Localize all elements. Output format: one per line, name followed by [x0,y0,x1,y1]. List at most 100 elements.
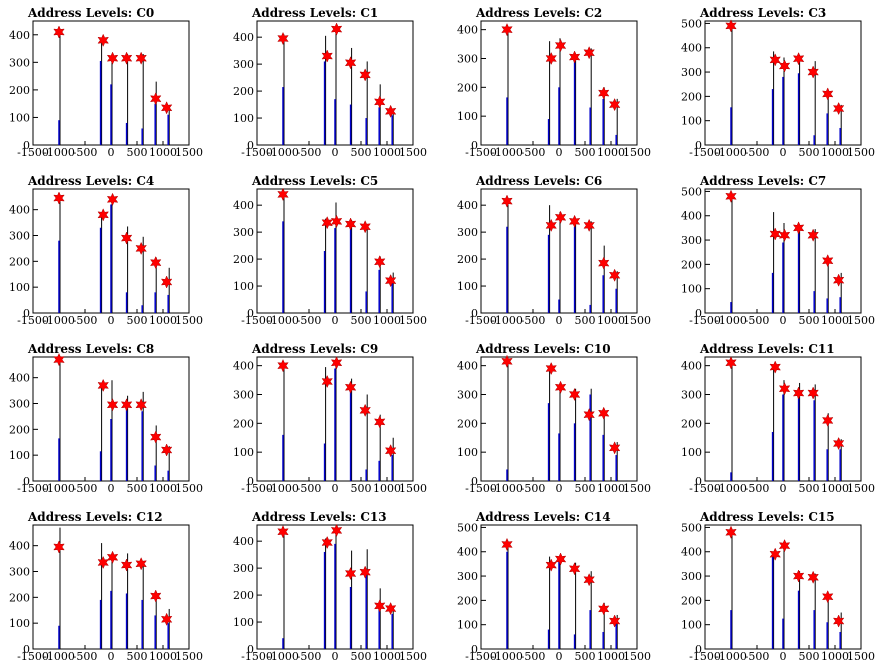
y-tick-label: 300 [457,52,478,65]
peak-marker [583,573,595,587]
peak-marker [344,566,357,581]
peak-marker [554,380,567,394]
peak-marker [583,46,595,60]
panel-title: Address Levels: C4 [28,174,155,188]
peak-marker [778,382,791,396]
peak-marker [778,228,791,242]
peak-marker [807,570,819,584]
x-tick-label: -1000 [267,314,299,327]
panel-c0: Address Levels: C0 0 100 200 300 400 -1500 -100… [0,0,224,168]
peak-marker [344,380,357,394]
x-tick-label: -1000 [715,314,747,327]
x-tick-label: -500 [73,314,98,327]
y-tick-label: 300 [9,56,30,69]
peak-marker [608,98,621,112]
y-tick-label: 300 [233,226,254,239]
y-tick-label: 400 [681,546,702,559]
peak-marker [120,51,133,65]
peak-marker [359,565,371,579]
y-tick-label: 400 [233,31,254,44]
x-tick-label: -500 [521,146,546,159]
panel-c4: Address Levels: C4 0 100 200 300 400 -1500 -100… [0,168,224,336]
x-tick-label: 1000 [373,482,401,495]
peak-marker [583,408,595,422]
y-tick-label: 100 [9,281,30,294]
x-tick-label: 0 [108,146,115,159]
panel-title: Address Levels: C3 [700,6,827,20]
peak-marker [597,86,610,100]
peak-marker [384,444,397,458]
x-tick-label: -1000 [43,650,75,663]
y-tick-label: 400 [9,29,30,42]
x-tick-label: 0 [556,146,563,159]
peak-marker [568,387,581,402]
x-tick-label: 1500 [399,650,427,663]
peak-marker [106,550,119,564]
y-tick-label: 200 [457,594,478,607]
x-tick-label: 500 [351,650,372,663]
x-tick-label: 1500 [623,146,651,159]
y-tick-label: 400 [233,199,254,212]
panel-c13: Address Levels: C13 0 100 200 300 400 -1500 -10… [224,504,448,672]
peak-marker [344,217,357,231]
peak-marker [160,101,173,115]
x-tick-label: 1000 [373,650,401,663]
y-tick-label: 100 [9,449,30,462]
peak-marker [821,254,834,268]
x-tick-label: 1000 [821,482,849,495]
peak-marker [608,614,621,628]
x-tick-label: 0 [780,314,787,327]
peak-marker [725,19,737,33]
peak-marker [149,430,162,444]
x-tick-label: -1000 [491,650,523,663]
peak-marker [821,590,834,604]
panel-title: Address Levels: C0 [28,6,155,20]
panel-title: Address Levels: C5 [252,174,379,188]
peak-marker [344,56,357,70]
x-tick-label: 1500 [399,314,427,327]
x-tick-label: -1500 [241,482,273,495]
x-tick-label: 1500 [399,482,427,495]
x-tick-label: -1500 [465,650,497,663]
peak-marker [160,443,173,457]
peak-marker [792,386,805,400]
panel-title: Address Levels: C9 [252,342,379,356]
y-tick-label: 500 [681,185,702,198]
y-tick-label: 0 [695,475,702,488]
y-tick-label: 100 [233,280,254,293]
peak-marker [821,413,834,428]
peak-marker [277,31,289,46]
x-tick-label: 1000 [597,482,625,495]
peak-marker [769,360,781,374]
x-tick-label: 0 [556,650,563,663]
panel-title: Address Levels: C10 [476,342,611,356]
x-tick-label: 500 [575,482,596,495]
x-tick-label: -1500 [465,482,497,495]
y-tick-label: 0 [247,475,254,488]
x-tick-label: 1000 [373,146,401,159]
panel-title: Address Levels: C12 [28,510,163,524]
x-tick-label: 0 [108,314,115,327]
x-tick-label: -1500 [17,650,49,663]
x-tick-label: -500 [521,650,546,663]
y-tick-label: 200 [233,417,254,430]
x-tick-label: 0 [108,482,115,495]
panel-title: Address Levels: C1 [252,6,379,20]
y-tick-label: 100 [681,115,702,128]
y-tick-label: 300 [457,388,478,401]
x-tick-label: 500 [127,314,148,327]
x-tick-label: -500 [745,314,770,327]
x-tick-label: 0 [780,146,787,159]
peak-marker [554,552,567,566]
y-tick-label: 400 [681,42,702,55]
peak-marker [106,192,119,206]
panel-title: Address Levels: C15 [700,510,835,524]
peak-marker [545,218,557,233]
x-tick-label: 0 [780,482,787,495]
y-tick-label: 100 [233,446,254,459]
y-tick-label: 100 [457,280,478,293]
x-tick-label: 0 [556,314,563,327]
